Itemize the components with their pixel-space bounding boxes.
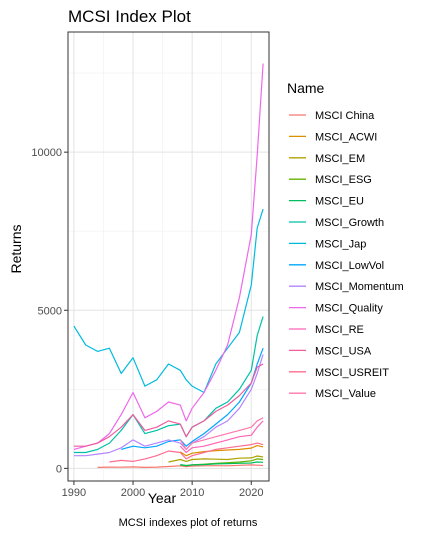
legend-label: MSCI_EU [315,196,364,208]
legend-label: MSCI_Jap [315,238,366,250]
legend-label: MSCI_ACWI [315,131,377,143]
x-axis-title: Year [148,490,177,506]
series-line-8 [73,354,264,457]
legend-label: MSCI_USA [315,345,372,357]
legend-label: MSCI_Quality [315,303,383,315]
series-line-2 [168,455,264,463]
series-line-10 [179,420,264,454]
series-line-6 [73,208,264,394]
legend-title: Name [287,80,325,96]
legend-label: MSCI_EM [315,153,365,165]
y-tick-label: 5000 [38,305,62,317]
series-line-9 [73,63,264,450]
x-tick-label: 2000 [121,487,145,499]
series-line-7 [121,347,264,450]
legend-label: MSCI_Value [315,388,376,400]
series-line-12 [109,442,264,463]
plot-panel: 1990 2000 2010 2020 0 5000 10000 [31,31,270,499]
x-tick-label: 2010 [180,487,204,499]
y-tick-label: 0 [56,463,62,475]
y-axis-title: Returns [8,224,24,273]
x-tick-label: 2020 [239,487,263,499]
legend-label: MSCI_USREIT [315,367,389,379]
series-line-1 [179,445,264,457]
series-line-11 [73,363,264,447]
legend-label: MSCI_ESG [315,174,372,186]
legend-label: MSCI_RE [315,324,364,336]
legend-label: MSCI China [315,110,375,122]
series-line-0 [97,464,264,468]
series-line-4 [180,461,264,467]
legend-label: MSCI_LowVol [315,260,384,272]
legend-label: MSCI_Growth [315,217,384,229]
chart-title: MCSI Index Plot [68,7,191,26]
x-tick-label: 1990 [62,487,86,499]
plot-border [67,31,270,482]
legend-label: MSCI_Momentum [315,281,404,293]
series-line-13 [179,417,264,450]
y-tick-label: 10000 [31,147,62,159]
chart-caption: MCSI indexes plot of returns [119,517,258,529]
legend: MSCI China MSCI_ACWI MSCI_EM MSCI_ESG MSCI_E… [289,110,404,400]
